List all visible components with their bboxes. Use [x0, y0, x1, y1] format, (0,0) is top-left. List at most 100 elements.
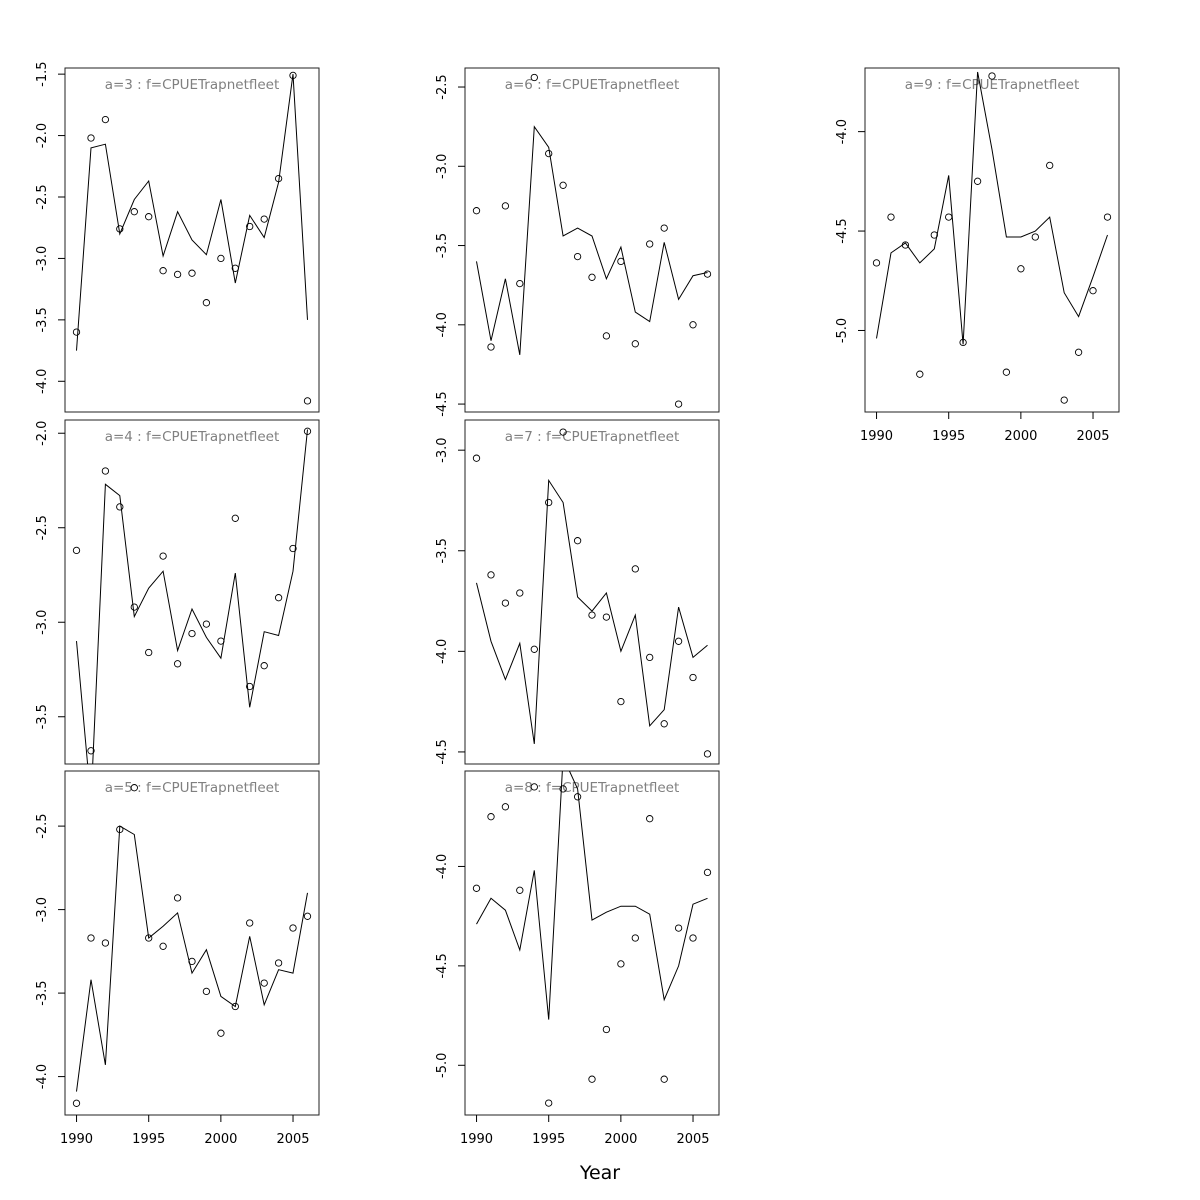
- observed-point: [116, 503, 124, 511]
- observed-point: [130, 784, 138, 792]
- observed-point: [202, 987, 211, 996]
- observed-point: [145, 213, 153, 221]
- observed-point: [530, 645, 538, 653]
- observed-point: [303, 397, 312, 405]
- observed-point: [602, 332, 611, 340]
- panel-a5: a=5 : f=CPUETrapnetfleet -2.5 -3.0 -3.5 -4.0…: [35, 770, 320, 1147]
- observed-point: [289, 71, 297, 80]
- panel-title: a=3 : f=CPUETrapnetfleet: [105, 77, 280, 93]
- y-tick-label: -2.0: [35, 421, 50, 446]
- observed-point: [602, 1025, 611, 1034]
- observed-point: [303, 912, 312, 920]
- observed-point: [231, 514, 239, 522]
- observed-point: [545, 498, 553, 507]
- y-tick-label: -2.5: [435, 74, 450, 99]
- observed-point: [217, 1029, 225, 1037]
- observed-point: [260, 979, 268, 987]
- observed-point: [487, 571, 495, 579]
- observed-point: [646, 240, 654, 248]
- observed-point: [231, 1002, 239, 1011]
- observed-point: [231, 264, 239, 272]
- observed-point: [101, 115, 110, 124]
- observed-point: [116, 225, 124, 233]
- y-tick-label: -4.0: [835, 119, 850, 144]
- y-tick-label: -3.0: [435, 154, 450, 179]
- observed-point: [246, 682, 254, 691]
- observed-point: [289, 924, 297, 932]
- y-tick-label: -3.5: [35, 704, 50, 729]
- observed-point: [516, 589, 524, 597]
- fitted-line: [76, 429, 308, 764]
- y-tick-label: -3.0: [35, 897, 50, 922]
- observed-point: [872, 259, 881, 267]
- observed-point: [887, 213, 895, 221]
- y-tick-label: -4.0: [35, 1064, 50, 1089]
- observed-point: [188, 269, 196, 277]
- observed-point: [573, 252, 582, 261]
- observed-point: [289, 544, 297, 553]
- observed-point: [646, 815, 654, 823]
- observed-point: [202, 620, 211, 628]
- data-layer: [472, 73, 712, 408]
- y-tick-label: -3.5: [435, 233, 450, 258]
- fitted-line: [476, 125, 708, 355]
- x-tick-label: 1995: [132, 1132, 165, 1147]
- observed-point: [202, 299, 211, 307]
- x-tick-label: 2000: [1004, 429, 1037, 444]
- observed-point: [246, 222, 254, 231]
- observed-point: [173, 894, 182, 902]
- observed-point: [188, 629, 196, 638]
- observed-point: [631, 934, 639, 942]
- panel-title: a=5 : f=CPUETrapnetfleet: [105, 780, 280, 796]
- fitted-line: [476, 771, 708, 1020]
- observed-point: [631, 340, 639, 348]
- y-tick-label: -3.0: [35, 610, 50, 635]
- observed-point: [87, 134, 95, 142]
- x-tick-label: 2005: [676, 1132, 709, 1147]
- observed-point: [617, 697, 625, 706]
- observed-point: [660, 1075, 668, 1083]
- panel-title: a=9 : f=CPUETrapnetfleet: [905, 77, 1080, 93]
- plot-frame: [64, 770, 320, 1116]
- panel-a7: a=7 : f=CPUETrapnetfleet -3.0 -3.5 -4.0 -4.5: [435, 419, 720, 765]
- observed-point: [472, 454, 481, 462]
- y-tick-label: -1.5: [35, 61, 50, 86]
- observed-point: [1103, 213, 1112, 221]
- observed-point: [501, 803, 510, 811]
- plot-frame: [464, 419, 720, 765]
- observed-point: [159, 552, 167, 560]
- observed-point: [487, 813, 495, 821]
- x-tick-label: 2000: [204, 1132, 237, 1147]
- fitted-line: [876, 71, 1108, 345]
- observed-point: [260, 662, 268, 670]
- plot-frame: [464, 770, 720, 1116]
- observed-point: [274, 174, 283, 183]
- panel-a3: a=3 : f=CPUETrapnetfleet -1.5 -2.0 -2.5 -3.0…: [35, 61, 320, 413]
- panel-title: a=6 : f=CPUETrapnetfleet: [505, 77, 680, 93]
- observed-point: [617, 960, 625, 968]
- observed-point: [545, 1099, 553, 1107]
- y-tick-label: -3.5: [35, 307, 50, 332]
- observed-point: [72, 328, 81, 336]
- observed-point: [487, 343, 495, 351]
- observed-point: [901, 241, 910, 249]
- observed-point: [516, 886, 524, 894]
- observed-point: [130, 208, 138, 216]
- y-tick-label: -4.5: [435, 739, 450, 764]
- panel-a9: a=9 : f=CPUETrapnetfleet -4.0 -4.5 -5.0 1990…: [835, 67, 1120, 444]
- observed-point: [217, 254, 225, 263]
- observed-point: [101, 467, 110, 475]
- y-tick-label: -3.5: [435, 538, 450, 563]
- observed-point: [930, 231, 938, 239]
- y-tick-label: -2.5: [35, 813, 50, 838]
- observed-point: [545, 149, 553, 158]
- observed-point: [87, 747, 95, 755]
- observed-point: [588, 611, 596, 619]
- observed-point: [573, 793, 582, 801]
- panel-title: a=8 : f=CPUETrapnetfleet: [505, 780, 680, 796]
- observed-point: [602, 613, 611, 621]
- observed-point: [559, 428, 567, 436]
- fitted-line: [76, 825, 308, 1092]
- panel-a6: a=6 : f=CPUETrapnetfleet -2.5 -3.0 -3.5 -4.0…: [435, 67, 720, 417]
